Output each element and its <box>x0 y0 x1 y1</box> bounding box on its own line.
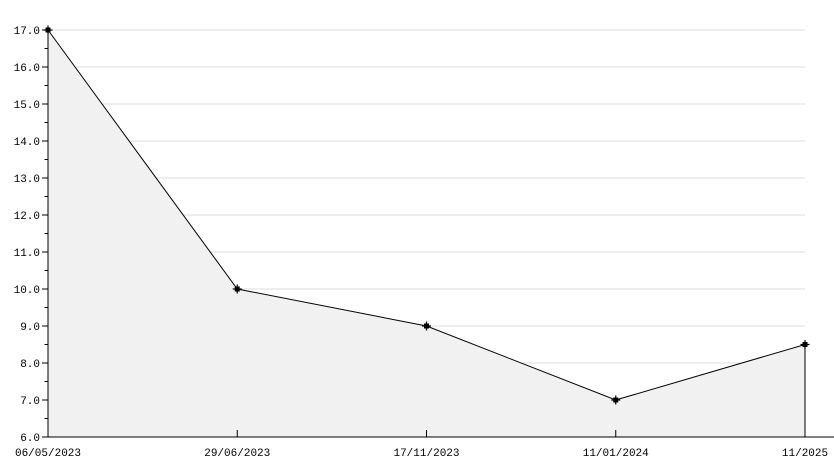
y-tick-label: 12.0 <box>14 211 40 223</box>
y-tick-label: 16.0 <box>14 63 40 75</box>
y-tick-label: 14.0 <box>14 137 40 149</box>
x-tick-label: 29/06/2023 <box>204 448 270 460</box>
x-tick-label: 11/01/2024 <box>583 448 649 460</box>
y-tick-label: 11.0 <box>14 248 40 260</box>
y-tick-label: 13.0 <box>14 174 40 186</box>
y-tick-label: 8.0 <box>20 359 40 371</box>
y-tick-label: 10.0 <box>14 285 40 297</box>
x-tick-label: 06/05/2023 <box>15 448 81 460</box>
y-tick-label: 15.0 <box>14 100 40 112</box>
series-area <box>47 28 806 438</box>
y-tick-label: 7.0 <box>20 396 40 408</box>
y-tick-label: 17.0 <box>14 26 40 38</box>
y-tick-label: 9.0 <box>20 322 40 334</box>
x-tick-label: 11/2025 <box>782 448 828 460</box>
y-tick-label: 6.0 <box>20 433 40 445</box>
x-tick-label: 17/11/2023 <box>393 448 459 460</box>
